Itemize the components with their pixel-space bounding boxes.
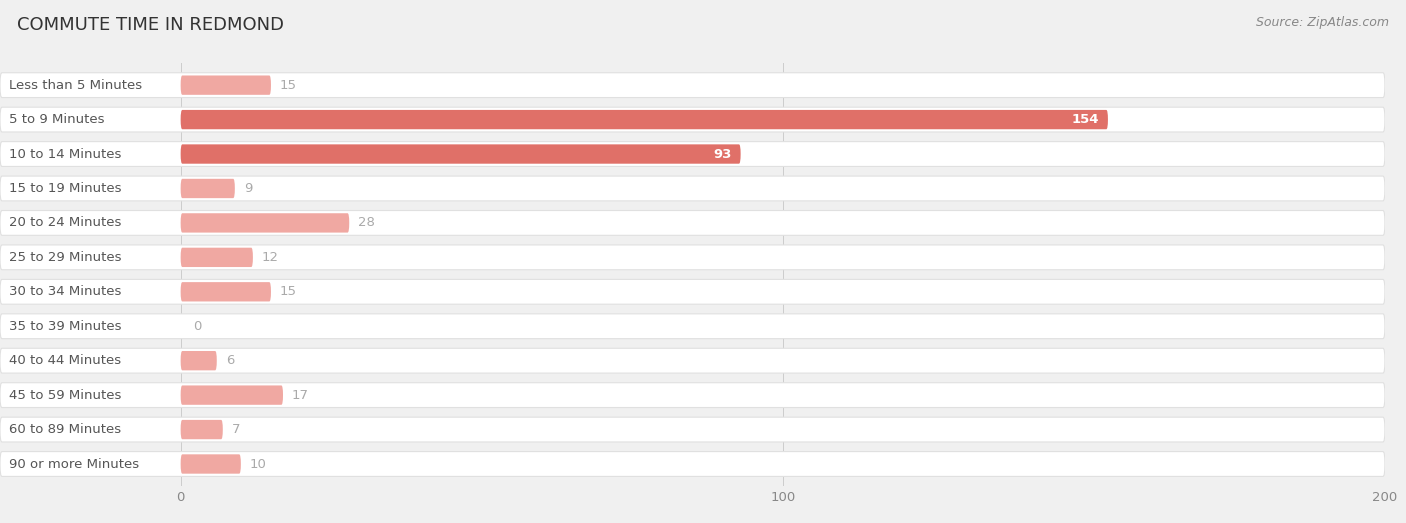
FancyBboxPatch shape bbox=[180, 179, 235, 198]
Text: 10 to 14 Minutes: 10 to 14 Minutes bbox=[8, 147, 121, 161]
FancyBboxPatch shape bbox=[0, 279, 1385, 304]
Text: Source: ZipAtlas.com: Source: ZipAtlas.com bbox=[1256, 16, 1389, 29]
Text: COMMUTE TIME IN REDMOND: COMMUTE TIME IN REDMOND bbox=[17, 16, 284, 33]
Text: 93: 93 bbox=[713, 147, 731, 161]
FancyBboxPatch shape bbox=[0, 107, 1385, 132]
FancyBboxPatch shape bbox=[0, 417, 1385, 442]
FancyBboxPatch shape bbox=[180, 75, 271, 95]
Text: 6: 6 bbox=[226, 354, 235, 367]
Text: 90 or more Minutes: 90 or more Minutes bbox=[8, 458, 139, 471]
FancyBboxPatch shape bbox=[0, 348, 1385, 373]
Text: 7: 7 bbox=[232, 423, 240, 436]
Text: 28: 28 bbox=[359, 217, 375, 230]
Text: 154: 154 bbox=[1071, 113, 1099, 126]
Text: 10: 10 bbox=[250, 458, 267, 471]
FancyBboxPatch shape bbox=[180, 282, 271, 301]
Text: 40 to 44 Minutes: 40 to 44 Minutes bbox=[8, 354, 121, 367]
Text: 45 to 59 Minutes: 45 to 59 Minutes bbox=[8, 389, 121, 402]
FancyBboxPatch shape bbox=[180, 385, 283, 405]
Text: 12: 12 bbox=[262, 251, 278, 264]
FancyBboxPatch shape bbox=[180, 213, 349, 233]
Text: 15: 15 bbox=[280, 285, 297, 298]
FancyBboxPatch shape bbox=[180, 454, 240, 474]
Text: Less than 5 Minutes: Less than 5 Minutes bbox=[8, 78, 142, 92]
Text: 15 to 19 Minutes: 15 to 19 Minutes bbox=[8, 182, 121, 195]
Text: 60 to 89 Minutes: 60 to 89 Minutes bbox=[8, 423, 121, 436]
FancyBboxPatch shape bbox=[0, 451, 1385, 476]
Text: 30 to 34 Minutes: 30 to 34 Minutes bbox=[8, 285, 121, 298]
FancyBboxPatch shape bbox=[0, 73, 1385, 98]
FancyBboxPatch shape bbox=[0, 383, 1385, 407]
Text: 15: 15 bbox=[280, 78, 297, 92]
Text: 20 to 24 Minutes: 20 to 24 Minutes bbox=[8, 217, 121, 230]
FancyBboxPatch shape bbox=[180, 110, 1108, 129]
FancyBboxPatch shape bbox=[180, 144, 741, 164]
FancyBboxPatch shape bbox=[0, 142, 1385, 166]
FancyBboxPatch shape bbox=[180, 420, 222, 439]
FancyBboxPatch shape bbox=[0, 245, 1385, 270]
FancyBboxPatch shape bbox=[180, 248, 253, 267]
Text: 35 to 39 Minutes: 35 to 39 Minutes bbox=[8, 320, 121, 333]
Text: 5 to 9 Minutes: 5 to 9 Minutes bbox=[8, 113, 104, 126]
FancyBboxPatch shape bbox=[0, 176, 1385, 201]
Text: 25 to 29 Minutes: 25 to 29 Minutes bbox=[8, 251, 121, 264]
FancyBboxPatch shape bbox=[0, 211, 1385, 235]
Text: 17: 17 bbox=[292, 389, 309, 402]
FancyBboxPatch shape bbox=[180, 351, 217, 370]
Text: 9: 9 bbox=[243, 182, 252, 195]
Text: 0: 0 bbox=[193, 320, 201, 333]
FancyBboxPatch shape bbox=[0, 314, 1385, 338]
